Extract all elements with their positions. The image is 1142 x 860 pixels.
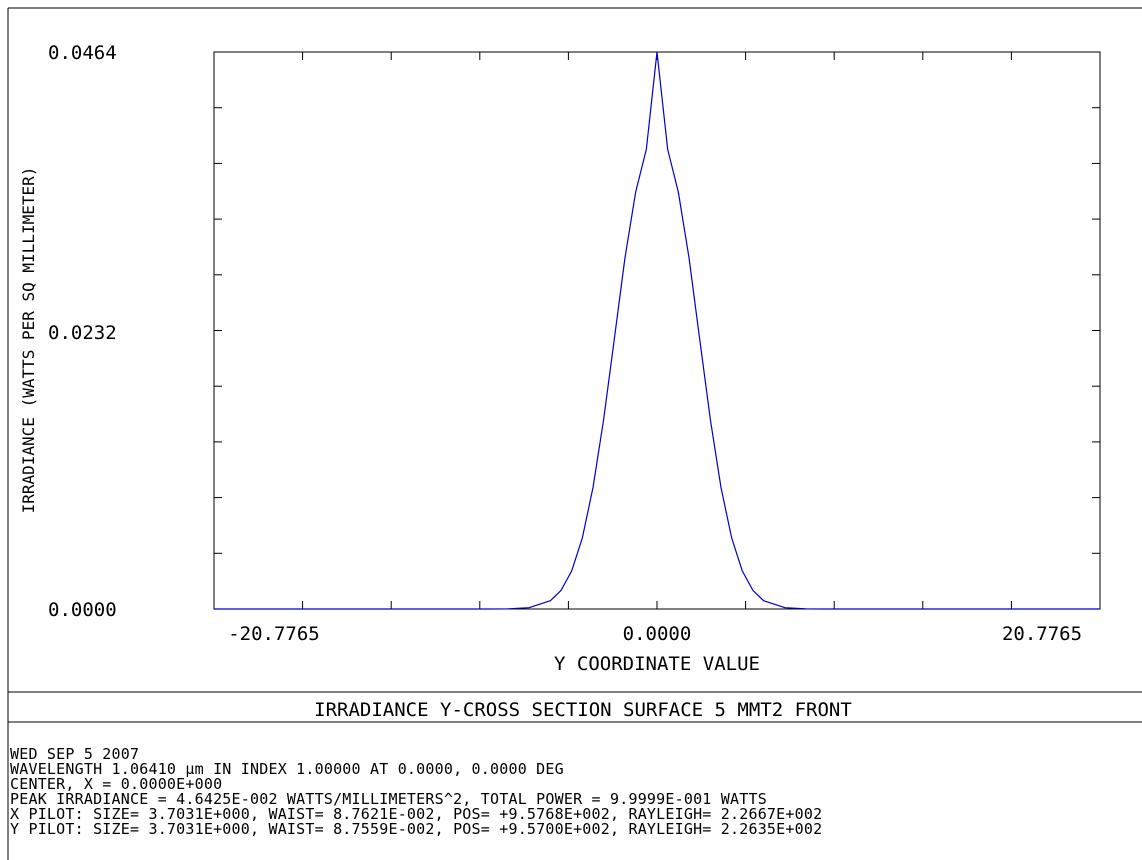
info-x-pilot: X PILOT: SIZE= 3.7031E+000, WAIST= 8.762… <box>10 805 823 823</box>
info-y-pilot: Y PILOT: SIZE= 3.7031E+000, WAIST= 8.755… <box>10 820 823 838</box>
plot-area <box>213 51 1101 610</box>
irradiance-curve-0 <box>214 51 1100 610</box>
x-tick-label-left: -20.7765 <box>228 623 320 645</box>
info-wavelength: WAVELENGTH 1.06410 µm IN INDEX 1.00000 A… <box>10 760 564 778</box>
x-axis-label: Y COORDINATE VALUE <box>554 653 760 675</box>
chart-title: IRRADIANCE Y-CROSS SECTION SURFACE 5 MMT… <box>314 699 852 721</box>
info-center: CENTER, X = 0.0000E+000 <box>10 775 223 793</box>
curve-layer <box>214 51 1100 610</box>
y-tick-label-min: 0.0000 <box>48 599 117 621</box>
info-peak-irradiance: PEAK IRRADIANCE = 4.6425E-002 WATTS/MILL… <box>10 790 767 808</box>
axis-ticks <box>214 52 1100 609</box>
info-date: WED SEP 5 2007 <box>10 745 140 763</box>
y-axis-label: IRRADIANCE (WATTS PER SQ MILLIMETER) <box>19 167 38 514</box>
x-tick-label-right: 20.7765 <box>1002 623 1082 645</box>
y-tick-label-mid: 0.0232 <box>48 322 117 344</box>
y-tick-label-max: 0.0464 <box>48 42 117 64</box>
x-tick-label-center: 0.0000 <box>623 623 692 645</box>
